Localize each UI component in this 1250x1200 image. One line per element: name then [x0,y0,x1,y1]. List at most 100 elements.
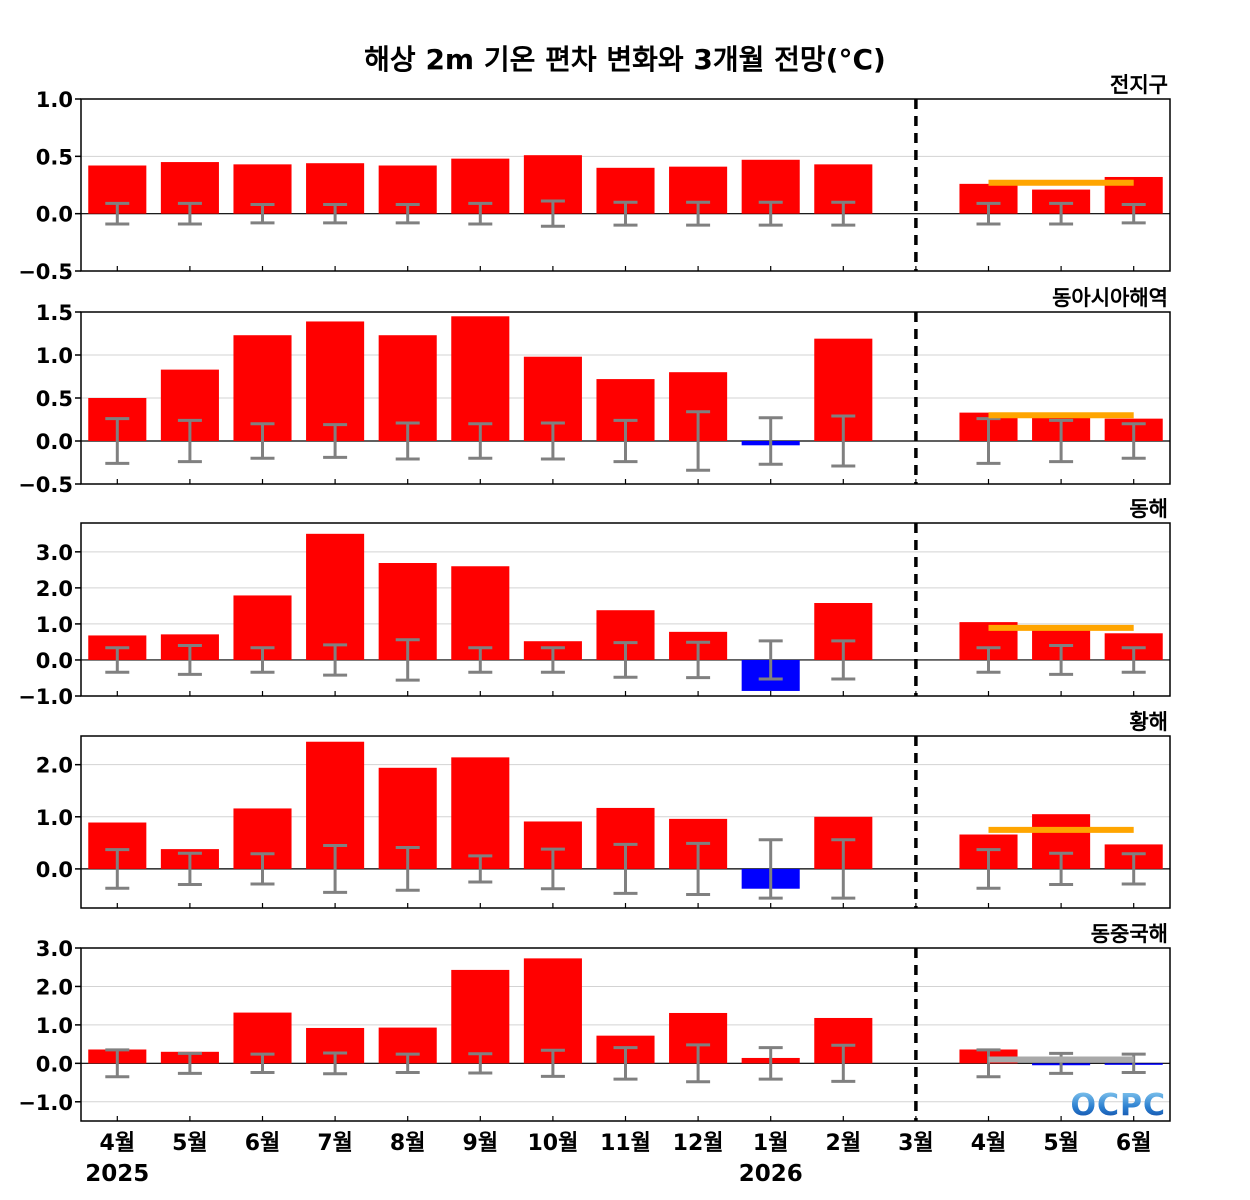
error-bar-3 [250,202,275,225]
y-tick-label: 1.0 [36,344,73,368]
bar-7 [523,958,582,1064]
x-tick-label: 12월 [673,1131,724,1156]
y-tick-label: 1.0 [36,88,73,112]
y-tick-label: 0.5 [36,387,73,411]
error-bar-13 [976,417,1001,465]
x-tick-label: 4월 [100,1131,136,1156]
y-tick-label: 0.5 [36,145,73,169]
error-bar-8 [613,842,638,895]
error-bar-13 [976,848,1001,890]
bar-4 [306,321,365,441]
error-bar-5 [395,1052,420,1075]
region-label: 동중국해 [1091,922,1168,946]
x-tick-label: 6월 [245,1131,281,1156]
y-tick-label: −0.5 [18,473,73,497]
error-bar-15 [1121,422,1146,460]
error-bar-14 [1049,418,1074,464]
error-bar-3 [250,422,275,460]
error-bar-1 [105,1048,130,1079]
error-bar-4 [323,423,348,459]
error-bar-11 [831,1043,856,1083]
error-bar-6 [468,422,493,460]
y-tick-label: 1.0 [36,806,73,830]
y-tick-label: −0.5 [18,260,73,284]
error-bar-10 [758,639,783,681]
y-tick-label: 0.0 [36,858,73,882]
year-label: 2026 [739,1161,803,1187]
error-bar-10 [758,838,783,900]
error-bar-7 [540,646,565,674]
y-tick-label: 1.0 [36,1014,73,1038]
error-bar-5 [395,846,420,892]
panel-2: −0.5 0.0 0.5 1.0 1.5 동아시아해역 [18,286,1171,497]
y-tick-label: −1.0 [18,685,73,709]
error-bar-8 [613,641,638,679]
x-tick-label: 3월 [898,1131,934,1156]
x-tick-label: 4월 [971,1131,1007,1156]
error-bar-9 [686,1043,711,1084]
error-bar-11 [831,639,856,681]
error-bar-1 [105,848,130,890]
panel-5: −1.0 0.0 1.0 2.0 3.0 동중국해 [18,922,1171,1122]
error-bar-4 [323,643,348,677]
bar-6 [451,566,510,660]
error-bar-13 [976,646,1001,674]
error-bar-15 [1121,852,1146,886]
error-bar-8 [613,418,638,464]
error-bar-2 [177,418,202,464]
error-bar-14 [1049,644,1074,676]
panel-3: −1.0 0.0 1.0 2.0 3.0 동해 [18,497,1171,709]
error-bar-3 [250,1052,275,1075]
logo-text: OCPC [1070,1088,1166,1123]
error-bar-5 [395,638,420,682]
error-bar-6 [468,201,493,226]
error-bar-8 [613,200,638,227]
x-tick-label: 1월 [753,1131,789,1156]
x-tick-label: 9월 [463,1131,499,1156]
error-bar-1 [105,201,130,226]
error-bar-3 [250,646,275,674]
error-bar-14 [1049,201,1074,226]
chart-panels: −0.5 0.0 0.5 1.0 전지구 −0.5 0.0 0.5 1.0 1.5 동아시아해역 −1… [18,73,1171,1122]
error-bar-5 [395,421,420,461]
x-tick-label: 10월 [527,1131,578,1156]
error-bar-7 [540,199,565,228]
error-bar-6 [468,854,493,884]
chart-title: 해상 2m 기온 편차 변화와 3개월 전망(°C) [364,43,886,76]
error-bar-1 [105,417,130,465]
x-axis: 4월 5월 6월 7월 8월 9월 10월 11월 12월 1월 2월 3월 4월 5월 6월 2025 202… [85,1131,1151,1187]
y-tick-label: 2.0 [36,754,73,778]
error-bar-2 [177,201,202,226]
y-tick-label: 0.0 [36,203,73,227]
error-bar-15 [1121,202,1146,225]
y-tick-label: 2.0 [36,577,73,601]
bar-4 [306,533,365,660]
error-bar-9 [686,410,711,472]
error-bar-7 [540,1048,565,1078]
error-bar-1 [105,646,130,674]
error-bar-11 [831,838,856,900]
error-bar-10 [758,416,783,466]
y-tick-label: 2.0 [36,975,73,999]
ocpc-logo: OCPC [1070,1088,1166,1123]
y-tick-label: 0.0 [36,1052,73,1076]
y-tick-label: 1.5 [36,301,73,325]
error-bar-2 [177,1051,202,1075]
x-tick-label: 7월 [317,1131,353,1156]
error-bar-3 [250,852,275,886]
error-bar-9 [686,200,711,227]
error-bar-11 [831,200,856,227]
x-tick-label: 8월 [390,1131,426,1156]
error-bar-7 [540,421,565,461]
region-label: 전지구 [1110,73,1168,97]
error-bar-13 [976,201,1001,226]
y-tick-label: 3.0 [36,541,73,565]
x-tick-label: 5월 [1043,1131,1079,1156]
error-bar-6 [468,1052,493,1075]
error-bar-4 [323,202,348,225]
error-bar-8 [613,1046,638,1081]
y-tick-label: −1.0 [18,1091,73,1115]
error-bar-2 [177,644,202,676]
error-bar-6 [468,646,493,674]
